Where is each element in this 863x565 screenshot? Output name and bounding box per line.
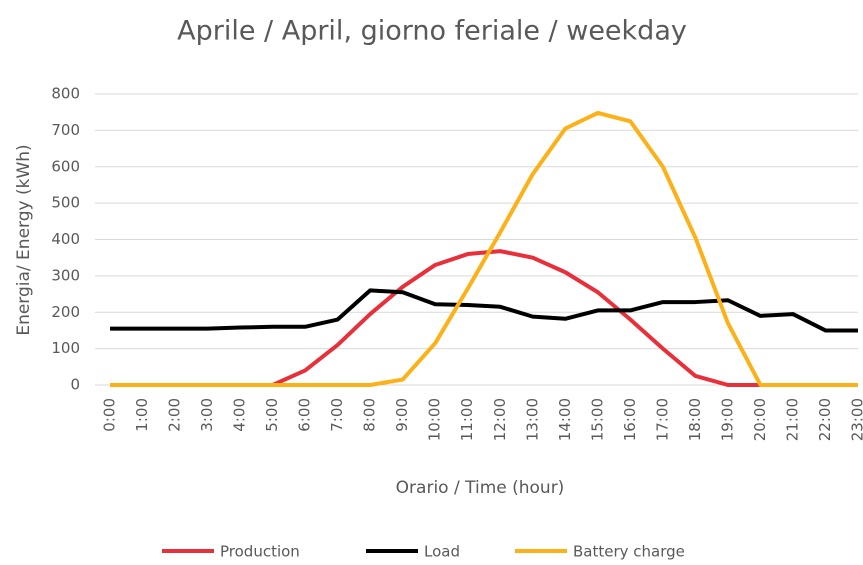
- x-tick-label: 16:00: [621, 398, 639, 441]
- x-tick-label: 11:00: [458, 398, 476, 441]
- x-tick-label: 9:00: [393, 398, 411, 432]
- series-line: [110, 249, 858, 387]
- y-tick-label: 700: [51, 121, 80, 139]
- x-tick-label: 23:00: [849, 398, 863, 441]
- legend-label: Load: [424, 543, 460, 561]
- legend-label: Production: [220, 543, 300, 561]
- y-axis-label: Energia/ Energy (kWh): [14, 144, 34, 335]
- x-tick-label: 3:00: [198, 398, 216, 432]
- x-tick-label: 8:00: [361, 398, 379, 432]
- y-tick-label: 100: [51, 339, 80, 357]
- x-tick-label: 18:00: [686, 398, 704, 441]
- x-tick-label: 4:00: [231, 398, 249, 432]
- x-tick-label: 22:00: [816, 398, 834, 441]
- x-tick-label: 6:00: [296, 398, 314, 432]
- x-tick-label: 21:00: [783, 398, 801, 441]
- y-tick-label: 200: [51, 303, 80, 321]
- x-tick-label: 20:00: [751, 398, 769, 441]
- series-line: [110, 288, 858, 333]
- y-tick-label: 800: [51, 85, 80, 103]
- series-line: [110, 110, 858, 387]
- x-tick-label: 14:00: [556, 398, 574, 441]
- legend-label: Battery charge: [573, 543, 685, 561]
- x-tick-label: 5:00: [263, 398, 281, 432]
- y-tick-label: 0: [70, 376, 80, 394]
- x-tick-label: 10:00: [426, 398, 444, 441]
- y-tick-label: 500: [51, 194, 80, 212]
- x-tick-label: 13:00: [523, 398, 541, 441]
- y-tick-label: 400: [51, 230, 80, 248]
- x-tick-label: 15:00: [588, 398, 606, 441]
- x-tick-label: 7:00: [328, 398, 346, 432]
- y-tick-label: 300: [51, 266, 80, 284]
- y-tick-label: 600: [51, 157, 80, 175]
- x-axis-label: Orario / Time (hour): [396, 478, 565, 498]
- x-tick-label: 1:00: [133, 398, 151, 432]
- x-tick-label: 12:00: [491, 398, 509, 441]
- x-tick-label: 0:00: [101, 398, 119, 432]
- x-tick-label: 17:00: [653, 398, 671, 441]
- chart-title: Aprile / April, giorno feriale / weekday: [177, 16, 687, 47]
- x-tick-label: 19:00: [718, 398, 736, 441]
- x-tick-label: 2:00: [166, 398, 184, 432]
